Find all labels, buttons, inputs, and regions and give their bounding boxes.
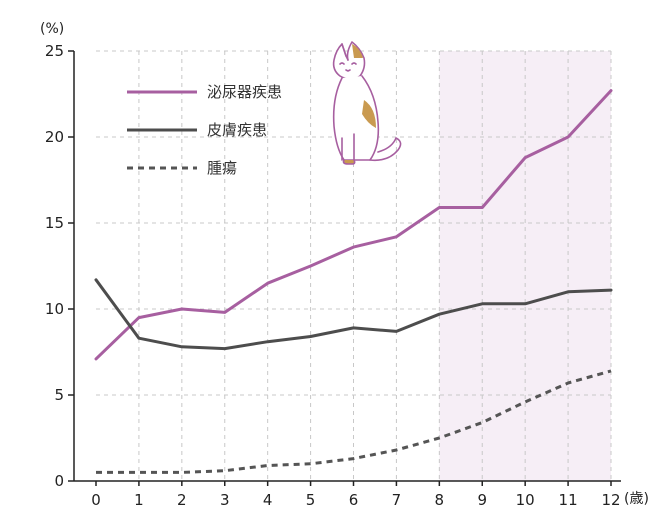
- legend-label-3: 腫瘍: [207, 159, 237, 177]
- y-tick-label: 0: [54, 472, 64, 490]
- x-axis-unit-label: (歳): [624, 491, 649, 507]
- axes: [68, 50, 621, 486]
- x-tick-label: 10: [516, 491, 535, 509]
- x-tick-label: 4: [263, 491, 273, 509]
- y-tick-labels: 0 5 10 15 20 25: [45, 42, 64, 490]
- y-tick-label: 10: [45, 300, 64, 318]
- sitting-cat-icon: [332, 41, 402, 165]
- x-tick-label: 1: [134, 491, 144, 509]
- legend-label-2: 皮膚疾患: [207, 121, 267, 139]
- x-tick-label: 6: [349, 491, 359, 509]
- y-tick-label: 25: [45, 42, 64, 60]
- series-lines: [94, 89, 613, 474]
- series-line-3: [96, 369, 612, 474]
- x-tick-label: 11: [559, 491, 578, 509]
- x-tick-label: 8: [435, 491, 445, 509]
- y-tick-label: 20: [45, 128, 64, 146]
- x-tick-label: 5: [306, 491, 316, 509]
- x-tick-label: 2: [177, 491, 187, 509]
- x-tick-label: 3: [220, 491, 230, 509]
- y-axis-unit-label: (%): [40, 21, 64, 37]
- x-tick-labels: 0 1 2 3 4 5 6 7 8 9 10 11 12: [91, 491, 620, 509]
- y-tick-label: 15: [45, 214, 64, 232]
- series-line-2: [94, 278, 613, 351]
- x-tick-label: 0: [91, 491, 101, 509]
- x-tick-label: 7: [392, 491, 402, 509]
- x-tick-label: 12: [601, 491, 620, 509]
- legend-label-1: 泌尿器疾患: [207, 83, 282, 101]
- y-tick-label: 5: [54, 386, 64, 404]
- series-line-1: [94, 89, 613, 361]
- x-tick-label: 9: [477, 491, 487, 509]
